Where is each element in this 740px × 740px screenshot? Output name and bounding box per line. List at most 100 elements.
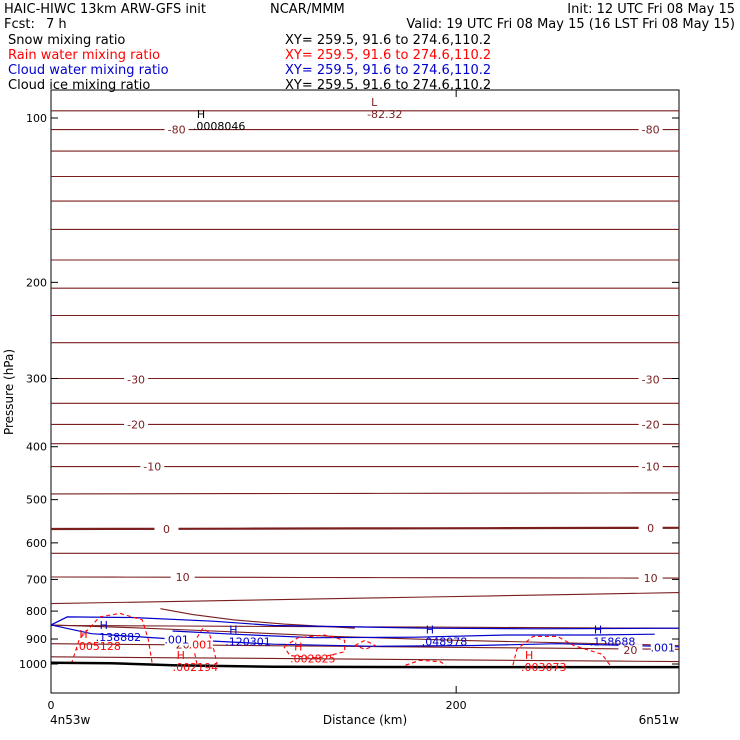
isotherm-label-bg	[124, 373, 149, 386]
rain-water-contour	[405, 659, 447, 666]
y-tick-label: 1000	[19, 658, 47, 671]
legend-rain-label: Rain water mixing ratio	[8, 48, 160, 63]
isotherm-line	[50, 526, 680, 531]
y-tick-label: 100	[26, 112, 47, 125]
isotherm-label: -30	[127, 373, 145, 386]
extremum-marker: L	[371, 96, 378, 109]
temperature-contours	[50, 110, 680, 663]
isotherm-line	[50, 492, 680, 495]
contour-label: .001	[189, 639, 214, 652]
isotherm-label-bg	[638, 521, 663, 534]
forecast-label: Fcst:	[4, 17, 35, 32]
isotherm-label: 0	[163, 523, 170, 536]
isotherm-line	[50, 624, 680, 647]
contour-label-bg	[650, 641, 675, 654]
extremum-marker: H	[197, 108, 205, 121]
extremum-marker: H	[525, 649, 533, 662]
y-tick-label: 800	[26, 605, 47, 618]
chart-title: HAIC-HIWC 13km ARW-GFS init	[4, 2, 206, 17]
isotherm-label: -20	[642, 418, 660, 431]
legend-cloud-water-xy: XY= 259.5, 91.6 to 274.6,110.2	[285, 63, 491, 78]
extremum-value: .002825	[290, 653, 336, 666]
isotherm-label: 0	[647, 522, 654, 535]
legend-snow-label: Snow mixing ratio	[8, 33, 125, 48]
x-left-endpoint: 4n53w	[50, 713, 91, 727]
isotherm-label: -80	[168, 124, 186, 137]
isotherm-label-bg	[140, 460, 165, 473]
extremum-value: .003073	[521, 661, 567, 674]
init-time: Init: 12 UTC Fri 08 May 15	[567, 2, 735, 17]
legend-rain-xy: XY= 259.5, 91.6 to 274.6,110.2	[285, 48, 491, 63]
rain-water-contour	[512, 635, 611, 666]
y-tick-label: 700	[26, 573, 47, 586]
legend-snow-xy: XY= 259.5, 91.6 to 274.6,110.2	[285, 33, 491, 48]
extremum-value: .005128	[75, 640, 121, 653]
isotherm-line	[50, 656, 680, 663]
forecast-hours: 7 h	[46, 17, 67, 32]
plot-frame	[50, 89, 680, 694]
isotherm-label-bg	[124, 418, 149, 431]
y-tick-label: 500	[26, 494, 47, 507]
isotherm-label: -30	[642, 373, 660, 386]
isotherm-line	[50, 576, 680, 579]
x-tick-label: 0	[48, 699, 55, 712]
legend: Snow mixing ratio XY= 259.5, 91.6 to 274…	[8, 33, 491, 93]
x-axis-label: Distance (km)	[323, 713, 407, 727]
contour-label: .001	[164, 634, 189, 647]
y-tick-label: 300	[26, 373, 47, 386]
extremum-value: .138882	[96, 631, 142, 644]
cloud-water-contours	[50, 616, 680, 648]
isotherm-label: 10	[176, 571, 190, 584]
extremum-marker: H	[229, 624, 237, 637]
isotherm-line	[160, 608, 355, 629]
extremum-value: -82.32	[367, 108, 402, 121]
valid-time: Valid: 19 UTC Fri 08 May 15 (16 LST Fri …	[406, 17, 735, 32]
extremum-marker: H	[594, 624, 602, 637]
isotherm-label-bg	[638, 572, 663, 585]
isotherm-label: 10	[644, 572, 658, 585]
terrain-surface-line	[50, 661, 679, 669]
isotherm-line	[50, 592, 680, 605]
extremum-value: .048978	[422, 636, 468, 649]
isotherm-label-bg	[638, 418, 663, 431]
x-tick-label: 200	[446, 699, 467, 712]
x-right-endpoint: 6n51w	[639, 713, 680, 727]
legend-cloud-ice-xy: XY= 259.5, 91.6 to 274.6,110.2	[285, 78, 491, 93]
isotherm-label-bg	[164, 123, 189, 136]
extremum-marker: H	[79, 628, 87, 641]
isotherm-label-bg	[638, 123, 663, 136]
y-tick-label: 200	[26, 276, 47, 289]
extremum-value: .0008046	[193, 120, 246, 133]
cloud-water-contour	[172, 630, 655, 639]
extremum-value: .120301	[225, 636, 271, 649]
y-tick-label: 900	[26, 633, 47, 646]
isotherm-label: -80	[642, 124, 660, 137]
isotherm-label-bg	[638, 460, 663, 473]
isotherm-label: -10	[143, 461, 161, 474]
contour-labels: -80-80-30-30-20-20-10-100010102020L-82.3…	[75, 96, 675, 674]
y-tick-label: 400	[26, 441, 47, 454]
legend-cloud-ice-label: Cloud ice mixing ratio	[8, 78, 150, 93]
isotherm-label-bg	[154, 523, 179, 536]
isotherm-label-bg	[638, 373, 663, 386]
rain-water-contour	[70, 612, 153, 665]
contour-label-bg	[164, 633, 189, 646]
extremum-value: .002194	[173, 661, 219, 674]
isotherm-label-bg	[170, 571, 195, 584]
contour-label: .001	[651, 641, 676, 654]
isotherm-label: -10	[642, 461, 660, 474]
isotherm-label: 20	[623, 644, 637, 657]
legend-cloud-water-label: Cloud water mixing ratio	[8, 63, 169, 78]
isotherm-label: -20	[127, 418, 145, 431]
contour-label-bg	[188, 638, 213, 651]
rain-water-contour	[354, 639, 377, 650]
extremum-marker: H	[100, 619, 108, 632]
rain-water-contour	[283, 634, 346, 659]
y-axis-label: Pressure (hPa)	[2, 349, 16, 435]
cloud-water-contour	[50, 616, 680, 630]
extremum-marker: H	[426, 624, 434, 637]
isotherm-label-bg	[618, 644, 643, 657]
extremum-value: .158688	[590, 636, 636, 649]
